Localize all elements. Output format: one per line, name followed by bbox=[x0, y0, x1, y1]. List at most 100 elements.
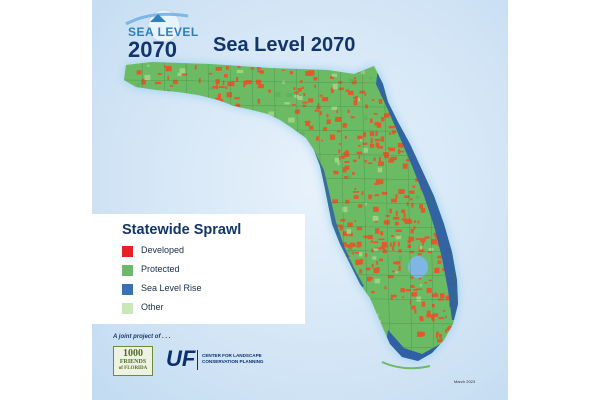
land-cover-patch bbox=[155, 95, 162, 99]
land-cover-patch bbox=[356, 151, 363, 155]
land-cover-patch bbox=[141, 78, 146, 85]
land-cover-patch bbox=[411, 135, 417, 138]
land-cover-patch bbox=[321, 139, 323, 142]
uf-logo-divider bbox=[197, 350, 198, 370]
land-cover-patch bbox=[404, 218, 411, 224]
land-cover-patch bbox=[137, 82, 140, 89]
land-cover-patch bbox=[286, 176, 292, 178]
land-cover-patch bbox=[362, 142, 368, 145]
land-cover-patch bbox=[305, 70, 311, 76]
land-cover-patch bbox=[361, 191, 364, 196]
land-cover-patch bbox=[427, 172, 434, 176]
land-cover-patch bbox=[307, 318, 311, 323]
land-cover-patch bbox=[424, 236, 430, 239]
land-cover-patch bbox=[356, 245, 361, 248]
land-cover-patch bbox=[225, 86, 228, 89]
land-cover-patch bbox=[337, 130, 341, 133]
land-cover-patch bbox=[338, 156, 341, 161]
land-cover-patch bbox=[395, 229, 402, 232]
land-cover-patch bbox=[388, 125, 395, 129]
land-cover-patch bbox=[364, 304, 367, 307]
land-cover-patch bbox=[374, 278, 381, 284]
land-cover-patch bbox=[292, 104, 296, 106]
land-cover-patch bbox=[247, 137, 254, 143]
land-cover-patch bbox=[334, 157, 340, 163]
land-cover-patch bbox=[345, 199, 350, 204]
land-cover-patch bbox=[216, 84, 219, 90]
land-cover-patch bbox=[389, 208, 392, 214]
land-cover-patch bbox=[446, 327, 452, 331]
land-cover-patch bbox=[437, 260, 442, 264]
land-cover-patch bbox=[235, 77, 239, 82]
land-cover-patch bbox=[268, 89, 271, 93]
land-cover-patch bbox=[342, 156, 345, 159]
land-cover-patch bbox=[434, 292, 437, 296]
land-cover-patch bbox=[369, 77, 373, 80]
land-cover-patch bbox=[390, 294, 397, 298]
land-cover-patch bbox=[182, 73, 188, 76]
land-cover-patch bbox=[240, 162, 242, 168]
land-cover-patch bbox=[368, 194, 372, 200]
land-cover-patch bbox=[137, 113, 142, 116]
lake-okeechobee bbox=[408, 256, 428, 278]
land-cover-patch bbox=[438, 317, 444, 320]
land-cover-patch bbox=[352, 172, 355, 175]
land-cover-patch bbox=[285, 126, 287, 129]
county-line bbox=[383, 62, 391, 361]
land-cover-patch bbox=[374, 182, 378, 185]
land-cover-patch bbox=[356, 241, 362, 247]
land-cover-patch bbox=[372, 98, 375, 102]
land-cover-patch bbox=[388, 158, 395, 163]
land-cover-patch bbox=[202, 146, 205, 148]
land-cover-patch bbox=[342, 206, 348, 213]
land-cover-patch bbox=[353, 100, 358, 106]
land-cover-patch bbox=[381, 242, 387, 248]
land-cover-patch bbox=[335, 224, 343, 227]
land-cover-patch bbox=[406, 202, 409, 206]
land-cover-patch bbox=[313, 206, 318, 210]
land-cover-patch bbox=[300, 80, 303, 83]
land-cover-patch bbox=[164, 103, 169, 106]
land-cover-patch bbox=[337, 162, 340, 165]
land-cover-patch bbox=[284, 102, 290, 105]
uf-center-line1: CENTER FOR LANDSCAPE bbox=[202, 353, 262, 358]
land-cover-patch bbox=[373, 206, 379, 212]
land-cover-patch bbox=[350, 116, 355, 119]
land-cover-patch bbox=[275, 203, 278, 208]
land-cover-patch bbox=[437, 339, 443, 343]
land-cover-patch bbox=[398, 241, 400, 247]
land-cover-patch bbox=[310, 281, 314, 287]
land-cover-patch bbox=[322, 97, 329, 102]
land-cover-patch bbox=[376, 179, 380, 185]
land-cover-patch bbox=[378, 161, 384, 166]
land-cover-patch bbox=[358, 204, 363, 208]
land-cover-patch bbox=[352, 300, 357, 304]
land-cover-patch bbox=[319, 94, 323, 97]
land-cover-patch bbox=[215, 67, 222, 71]
land-cover-patch bbox=[400, 288, 405, 293]
land-cover-patch bbox=[133, 195, 137, 198]
land-cover-patch bbox=[344, 161, 350, 163]
land-cover-patch bbox=[431, 239, 438, 245]
land-cover-patch bbox=[372, 313, 379, 318]
land-cover-patch bbox=[426, 310, 431, 316]
land-cover-patch bbox=[167, 76, 169, 81]
uf-clcp-logo: UF CENTER FOR LANDSCAPE CONSERVATION PLA… bbox=[166, 346, 276, 376]
land-cover-patch bbox=[294, 109, 300, 114]
land-cover-patch bbox=[374, 138, 381, 142]
land-cover-patch bbox=[444, 315, 447, 319]
land-cover-patch bbox=[374, 122, 379, 126]
land-cover-patch bbox=[349, 245, 352, 251]
land-cover-patch bbox=[177, 99, 182, 102]
land-cover-patch bbox=[332, 83, 338, 90]
land-cover-patch bbox=[384, 113, 390, 118]
legend-panel: Statewide Sprawl Developed Protected Sea… bbox=[92, 214, 305, 324]
land-cover-patch bbox=[147, 64, 150, 67]
land-cover-patch bbox=[338, 149, 341, 154]
land-cover-patch bbox=[144, 74, 151, 81]
land-cover-patch bbox=[308, 98, 314, 103]
land-cover-patch bbox=[332, 199, 338, 204]
land-cover-patch bbox=[233, 198, 240, 202]
land-cover-patch bbox=[380, 136, 385, 142]
logo-year-text: 2070 bbox=[128, 37, 177, 62]
